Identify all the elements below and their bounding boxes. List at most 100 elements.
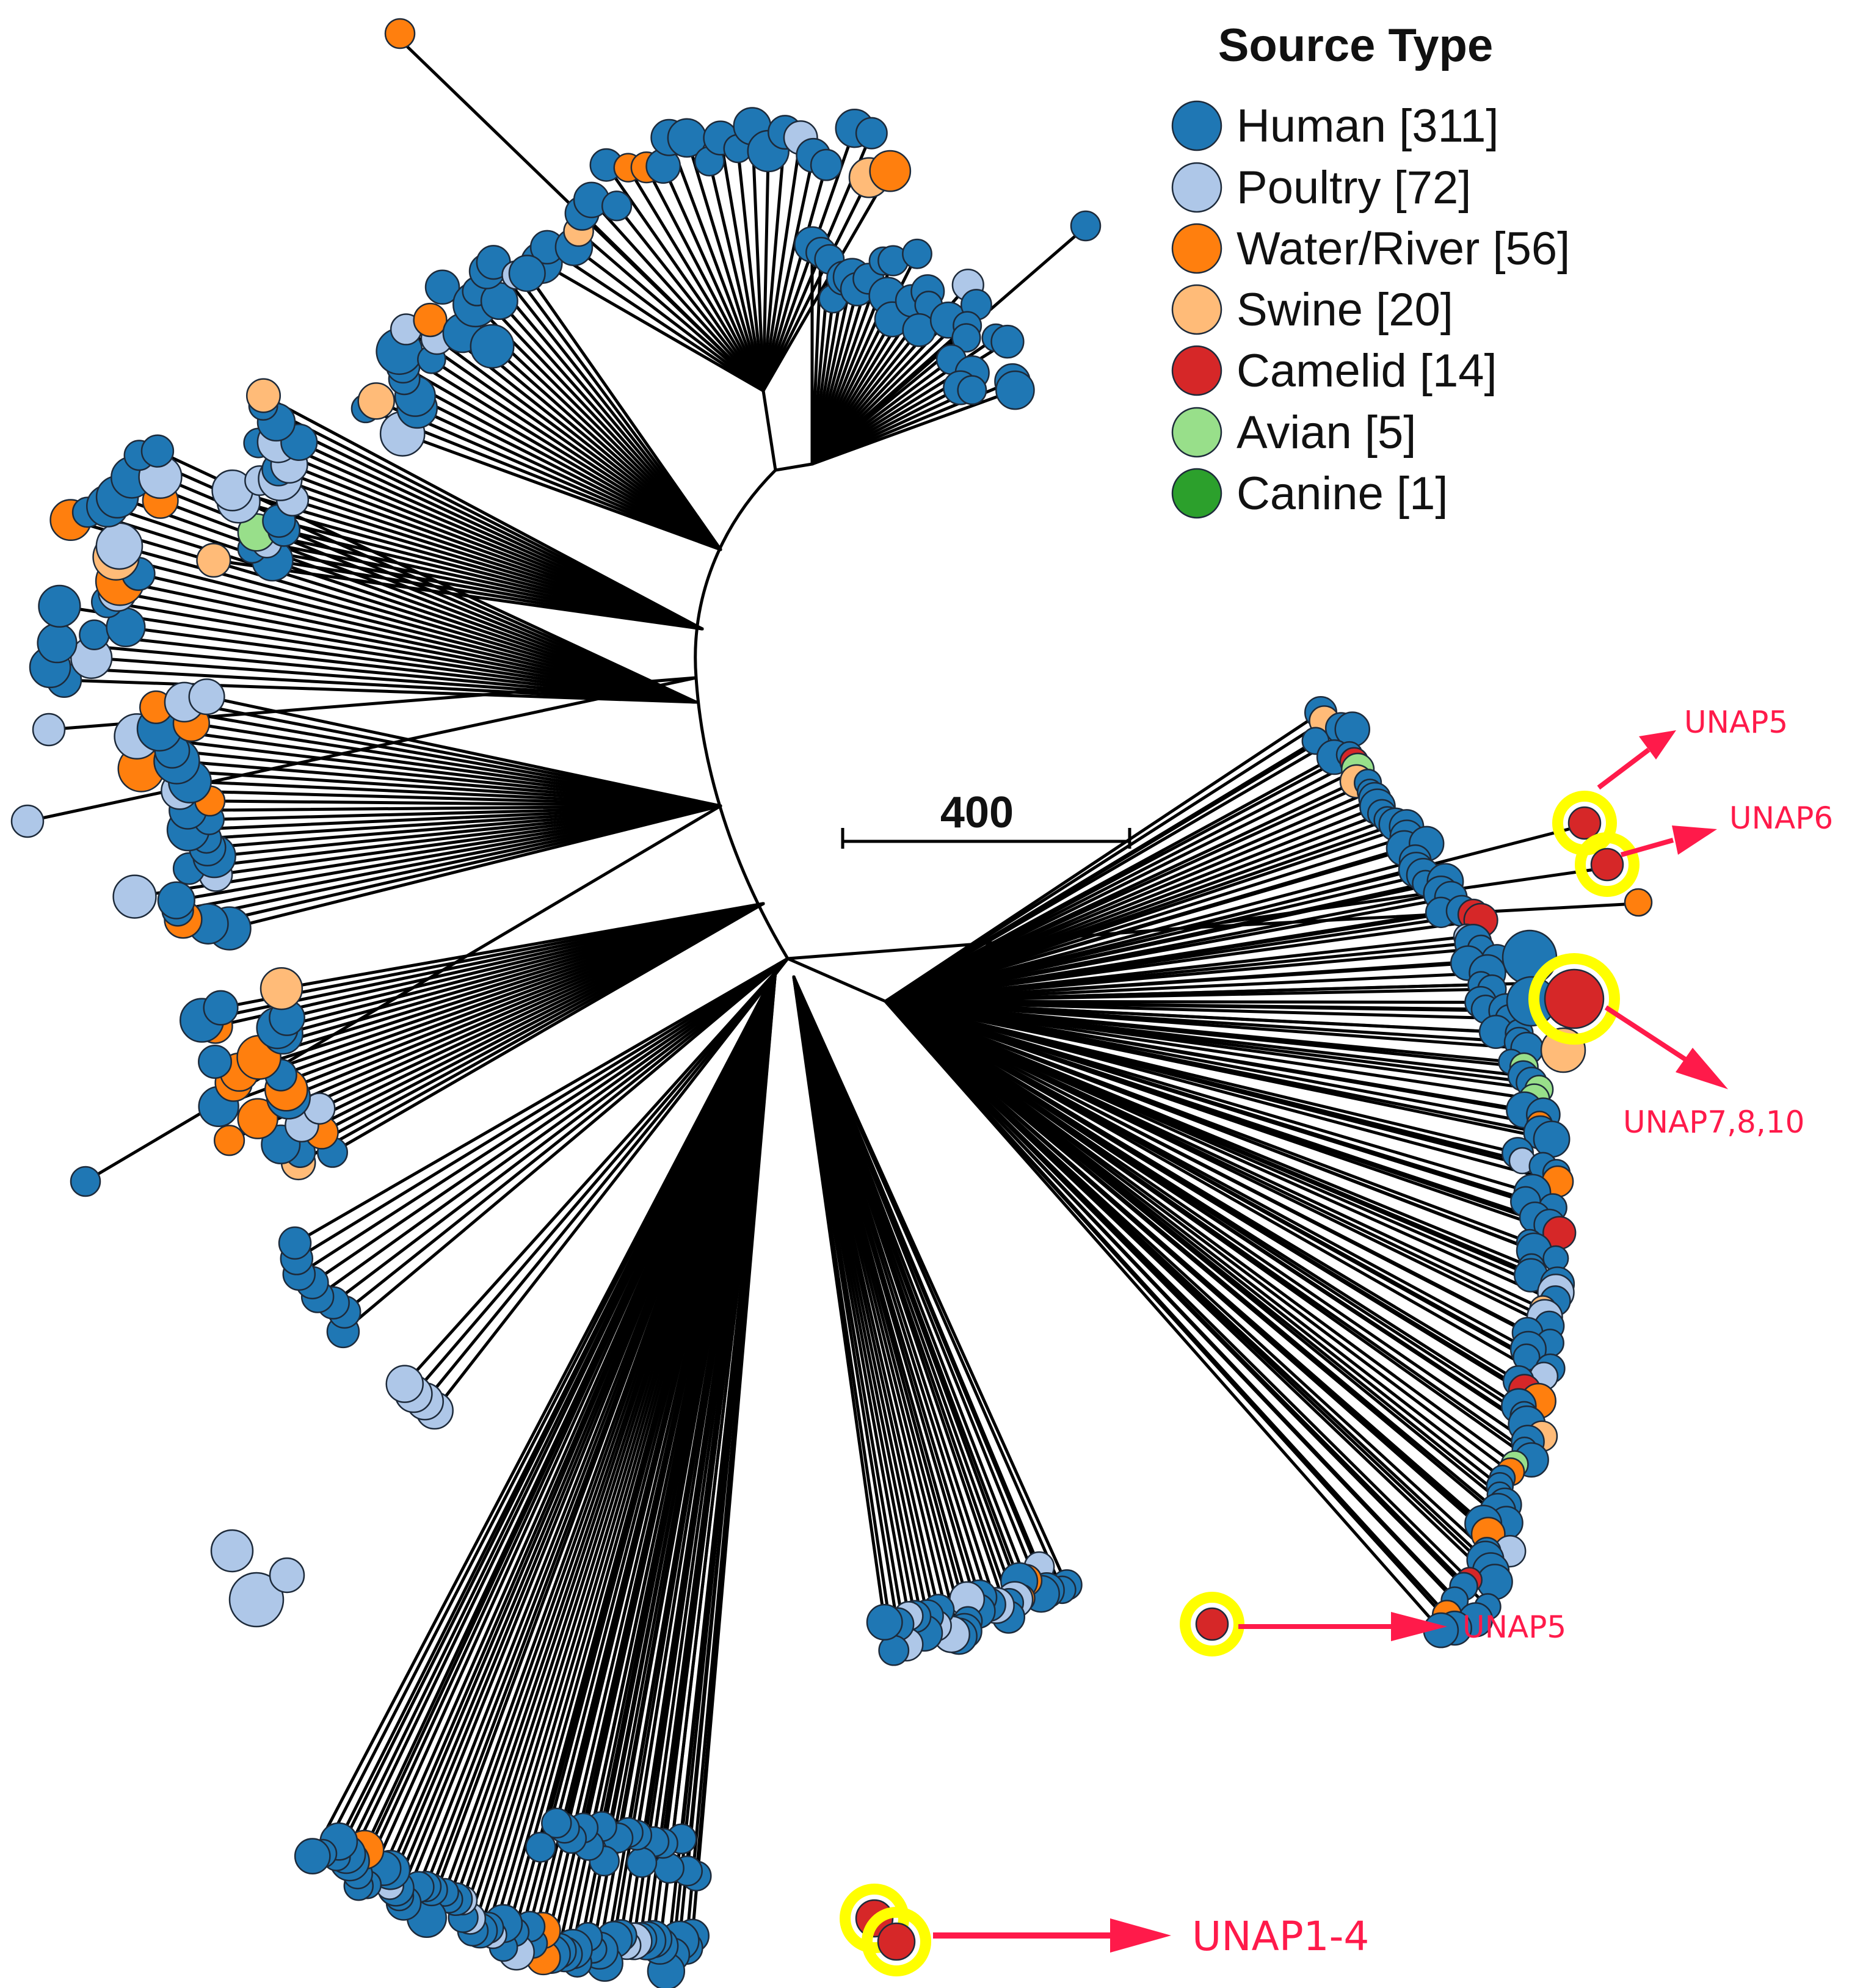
tree-leaf xyxy=(203,990,239,1026)
tree-leaf xyxy=(198,1044,233,1079)
tree-branch xyxy=(761,163,828,393)
callout-arrow-head xyxy=(1391,1612,1447,1641)
tree-branch xyxy=(884,999,1536,1101)
callout-label-unap6: UNAP6 xyxy=(1729,800,1833,836)
tree-leaf xyxy=(470,324,515,369)
tree-branch xyxy=(343,957,790,1314)
legend-item-canine: Canine [1] xyxy=(1171,468,1448,520)
tree-branch xyxy=(540,261,765,393)
tree-branch xyxy=(884,999,1545,1378)
tree-leaf xyxy=(1624,888,1653,917)
legend-item-human: Human [311] xyxy=(1171,100,1499,152)
tree-leaf xyxy=(260,967,303,1010)
tree-leaf xyxy=(237,1098,278,1139)
tree-branch xyxy=(280,902,765,990)
tree-branch xyxy=(297,957,790,1276)
tree-branch xyxy=(206,804,722,926)
tree-branch xyxy=(884,999,1541,1091)
tree-branch xyxy=(205,695,722,808)
tree-branch xyxy=(884,999,1529,1050)
legend-swatch-poultry xyxy=(1171,162,1222,213)
tree-branch xyxy=(341,957,790,1333)
tree-branch xyxy=(188,780,722,808)
tree-branch xyxy=(603,969,777,1863)
tree-branch xyxy=(685,136,765,393)
tree-branch xyxy=(750,125,765,393)
tree-branch xyxy=(403,957,790,1386)
tree-branch xyxy=(884,999,1560,1183)
tree-branch xyxy=(228,804,722,931)
tree-branch xyxy=(374,399,722,551)
scale-bar: 400 xyxy=(841,788,1131,849)
tree-leaf xyxy=(188,678,225,716)
tree-branch xyxy=(884,767,1360,1003)
tree-branch xyxy=(310,957,790,1285)
tree-leaf xyxy=(902,238,932,269)
callout-unap7-8-10: UNAP7,8,10 xyxy=(1604,1005,1804,1140)
highlight-ring xyxy=(1575,832,1640,897)
tree-branch xyxy=(884,999,1508,1525)
tree-branch xyxy=(183,700,722,808)
tree-branch xyxy=(884,999,1544,1438)
legend-swatch-canine xyxy=(1171,468,1222,519)
tree-branch xyxy=(884,999,1558,1260)
tree-branch xyxy=(626,166,765,393)
tree-branch xyxy=(69,518,698,704)
tree-branch xyxy=(761,136,802,393)
tree-branch xyxy=(884,999,1456,1630)
tree-branch xyxy=(539,969,777,1849)
tree-branch xyxy=(884,999,1552,1371)
callout-arrow-head xyxy=(1676,1048,1728,1089)
tree-leaf xyxy=(294,1838,331,1874)
tree-leaf xyxy=(37,623,78,664)
tree-branch xyxy=(423,957,790,1403)
tree-branch xyxy=(884,999,1551,1328)
tree-branch xyxy=(686,969,777,1873)
tree-branch xyxy=(786,957,887,1003)
tree-branch xyxy=(186,804,722,832)
tree-branch xyxy=(398,350,722,551)
tree-branch xyxy=(85,510,698,704)
tree-leaf xyxy=(508,255,546,292)
tree-branch xyxy=(792,975,887,1624)
tree-branch xyxy=(124,625,698,704)
tree-leaf xyxy=(1476,1564,1513,1600)
tree-branch xyxy=(514,274,722,551)
tree-branch xyxy=(401,365,722,551)
tree-branch xyxy=(792,975,1043,1595)
tree-leaf xyxy=(95,522,143,570)
tree-branch xyxy=(187,804,722,871)
tree-leaf xyxy=(278,1226,312,1260)
tree-leaf xyxy=(541,1807,572,1839)
legend-swatch-camelid xyxy=(1171,345,1222,396)
tree-branch xyxy=(884,719,1326,1003)
tree-branch xyxy=(884,999,1557,1303)
tree-leaf xyxy=(525,1832,556,1863)
tree-branch xyxy=(792,975,1064,1592)
tree-leaf xyxy=(10,804,45,838)
tree-leaf xyxy=(990,324,1025,359)
tree-branch xyxy=(736,147,765,393)
tree-branch xyxy=(810,388,1017,466)
tree-branch xyxy=(884,981,1541,1003)
tree-leaf xyxy=(855,117,888,150)
tree-branch xyxy=(615,204,765,393)
legend-swatch-avian xyxy=(1171,407,1222,458)
tree-branch xyxy=(884,999,1545,1117)
tree-branch xyxy=(884,958,1499,1003)
camelid-isolate xyxy=(1567,806,1602,840)
tree-branch xyxy=(205,804,722,840)
tree-branch xyxy=(884,880,1447,1003)
callout-unap5-bottom: UNAP5 xyxy=(1238,1609,1566,1645)
legend-label-poultry: Poultry [72] xyxy=(1237,162,1471,214)
tree-branch xyxy=(402,377,722,551)
tree-branch xyxy=(139,767,722,808)
tree-branch xyxy=(761,176,871,393)
tree-leaf xyxy=(1502,929,1558,985)
camelid-isolate xyxy=(1590,847,1624,882)
callout-arrow-head xyxy=(1672,825,1717,855)
tree-branch xyxy=(176,804,722,912)
callout-arrow-head xyxy=(1639,730,1676,760)
tree-branch xyxy=(884,999,1477,1622)
